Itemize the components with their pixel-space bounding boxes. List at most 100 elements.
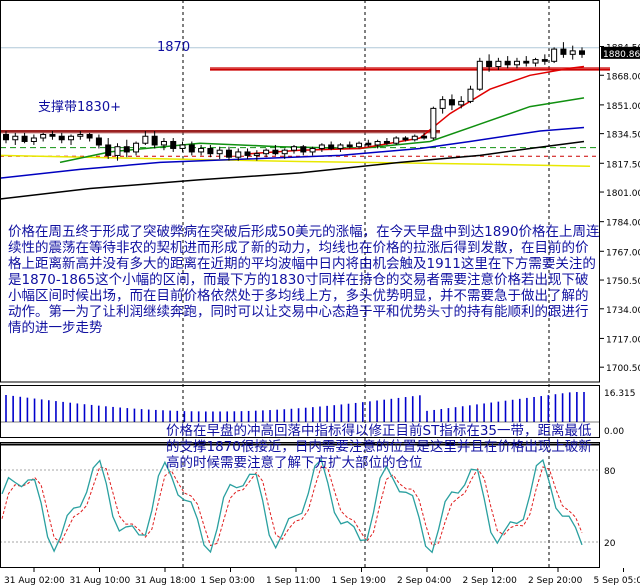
candle-body [504,60,511,66]
candle-body [486,60,493,68]
current-price-label: 1880.86 [603,50,640,60]
candle [569,45,576,60]
candle [123,139,130,158]
candle-body [383,140,390,144]
candle-body [532,59,539,64]
candle [133,141,140,156]
candle-body [291,146,297,151]
candle [30,134,37,145]
candle-body [142,135,149,144]
candle-body [476,60,483,90]
candle-body [309,147,316,153]
annotation-1870: 1870 [157,40,191,55]
candle-body [356,142,363,148]
time-tick-label: 2 Sep 04:00 [397,576,452,586]
moving-averages [0,65,591,200]
candle [486,54,493,72]
candle [328,141,335,151]
candle-body [318,144,325,149]
candle [523,56,530,67]
yellow-moving-average [0,154,591,167]
candle-body [68,135,75,141]
candle [467,85,474,104]
price-tick-label: 1784.00 [606,219,640,229]
candle-body [216,149,223,155]
candle [160,138,167,151]
candle [291,144,297,154]
candle [49,131,56,140]
oscillator-analysis-text: 价格在早盘的冲高回落中指标得以修正目前ST指标在35一带，距离最低的支撑1870… [166,423,592,471]
candle-body [579,50,585,55]
candle [411,134,418,142]
candle [318,143,325,152]
time-tick-label: 5 Sep 05:00 [594,576,640,586]
candle-body [3,134,9,141]
candle [337,143,344,152]
candle [86,132,93,142]
candle-body [207,147,214,155]
annotation-support-band: 支撑带1830+ [38,100,121,115]
candle-body [374,140,381,146]
candle [356,141,363,149]
candle [77,131,84,140]
price-tick-label: 1851.00 [606,102,640,112]
price-tick-label: 1767.00 [606,248,640,258]
histogram-zero-label: 0.00 [604,427,624,437]
candle-body [95,137,102,146]
candle [272,144,279,156]
candle [95,134,102,149]
time-tick-label: 1 Sep 19:00 [332,576,387,586]
oscillator-level-label: 20 [604,539,616,549]
current-price-marker [601,46,640,59]
candle [40,132,47,142]
price-tick-label: 1817.50 [606,160,640,170]
price-tick-label: 1868.00 [606,72,640,82]
candle [105,138,112,159]
candle [68,134,75,145]
candle-body [123,146,130,153]
candle [263,148,270,158]
candle-body [21,135,28,142]
candle [458,96,465,109]
candle [504,56,511,69]
candle-body [58,135,65,141]
candle [309,146,316,156]
candle-body [513,60,520,66]
candle [3,131,9,144]
candle-body [439,99,446,109]
price-tick-label: 1801.00 [606,189,640,199]
histogram-top-label: 16.315 [604,389,636,399]
candle [374,139,381,149]
candle-body [225,149,232,158]
candle-body [541,59,548,62]
time-tick-label: 2 Sep 20:00 [528,576,583,586]
time-tick-label: 1 Sep 11:00 [266,576,321,586]
momentum-histogram [0,392,600,423]
analysis-text: 价格在周五终于形成了突破弊病在突破后形成50美元的涨幅，在今天早盘中到达1890… [8,224,600,336]
candle-body [337,144,344,149]
candle [207,144,214,158]
candle-body [411,135,418,141]
candle-body [263,149,270,155]
candle [58,132,65,144]
candle [12,132,19,145]
candle-body [188,144,195,153]
candle [402,136,409,142]
oscillator-main-line [1,458,583,554]
candle-body [448,99,455,106]
histogram-panel-frame [0,385,600,438]
candle [513,57,520,69]
oscillator-panel-frame [0,442,600,568]
candle [179,141,186,152]
candle [346,141,353,149]
axes: 1884.501868.001851.001834.501817.501801.… [4,44,640,586]
time-tick-label: 31 Aug 10:00 [70,576,131,586]
candle [532,57,539,67]
candle-body [77,134,84,137]
candle-body [198,147,205,153]
candle-body [133,142,140,153]
candle [421,132,428,140]
candle [551,47,558,64]
candle [476,57,483,91]
